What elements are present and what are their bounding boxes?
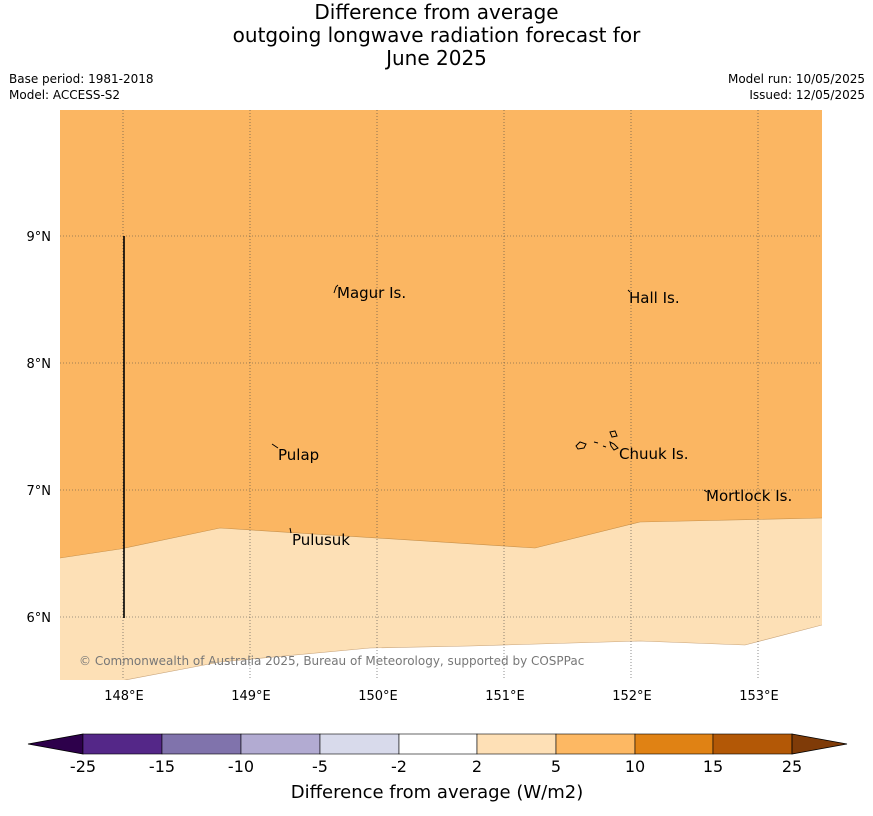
map-plot-area: Magur Is. Hall Is. Pulap Chuuk Is. Mortl… — [60, 110, 822, 680]
lon-label-151e: 151°E — [485, 689, 525, 704]
colorbar-segment — [476, 733, 557, 755]
latitude-labels: 9°N 8°N 7°N 6°N — [27, 230, 52, 626]
mortlock-island-outline — [703, 489, 708, 493]
place-label-magur: Magur Is. — [337, 284, 406, 302]
band-boundary-lower — [123, 624, 822, 680]
colorbar-segment — [240, 733, 321, 755]
chart-title-line-2: outgoing longwave radiation forecast for — [232, 23, 641, 47]
colorbar-tick: -10 — [228, 757, 254, 776]
graticule — [60, 110, 822, 680]
colorbar-segment — [634, 733, 714, 755]
colorbar-tick: 10 — [625, 757, 645, 776]
meta-right: Model run: 10/05/2025 Issued: 12/05/2025 — [728, 71, 865, 103]
colorbar-tick: -15 — [149, 757, 175, 776]
pulusuk-island-outline — [289, 527, 292, 534]
place-label-pulap: Pulap — [278, 446, 319, 464]
colorbar-segment — [398, 733, 478, 755]
chart-title-line-1: Difference from average — [314, 0, 559, 24]
colorbar-tick: 15 — [703, 757, 723, 776]
meta-left: Base period: 1981-2018 Model: ACCESS-S2 — [9, 71, 154, 103]
pulap-island-outline — [271, 443, 279, 449]
lon-label-149e: 149°E — [231, 689, 271, 704]
lat-label-6n: 6°N — [27, 611, 52, 626]
colorbar-tick: 25 — [782, 757, 802, 776]
issued-date: Issued: 12/05/2025 — [749, 88, 865, 102]
longitude-labels: 148°E 149°E 150°E 151°E 152°E 153°E — [104, 689, 779, 704]
colorbar-extend-high — [791, 733, 848, 755]
hall-island-outline — [627, 289, 631, 293]
chuuk-lagoon-outline — [575, 430, 619, 451]
magur-island-outline — [333, 284, 339, 294]
lat-label-8n: 8°N — [27, 357, 52, 372]
colorbar-tick: -5 — [312, 757, 328, 776]
colorbar-label: Difference from average (W/m2) — [291, 782, 583, 803]
colorbar-tick: -25 — [70, 757, 96, 776]
colorbar-tick: -2 — [391, 757, 407, 776]
lon-label-152e: 152°E — [612, 689, 652, 704]
colorbar-segment — [555, 733, 636, 755]
colorbar-segment — [161, 733, 242, 755]
colorbar-tick: 2 — [472, 757, 482, 776]
place-label-pulusuk: Pulusuk — [292, 531, 350, 549]
model-run: Model run: 10/05/2025 — [727, 72, 865, 86]
lat-label-9n: 9°N — [27, 230, 52, 245]
lon-label-150e: 150°E — [358, 689, 398, 704]
chart-title-line-3: June 2025 — [386, 46, 487, 70]
colorbar-tick: 5 — [551, 757, 561, 776]
base-period: Base period: 1981-2018 — [9, 72, 154, 86]
lat-label-7n: 7°N — [27, 484, 52, 499]
colorbar-segment — [319, 733, 400, 755]
place-label-chuuk: Chuuk Is. — [619, 445, 688, 463]
place-labels: Magur Is. Hall Is. Pulap Chuuk Is. Mortl… — [278, 284, 792, 549]
island-outlines — [271, 284, 708, 534]
lon-label-148e: 148°E — [104, 689, 144, 704]
colorbar-ticks: -25 -15 -10 -5 -2 2 5 10 15 25 — [70, 757, 802, 776]
copyright-text: © Commonwealth of Australia 2025, Bureau… — [79, 654, 584, 668]
colorbar-segment — [82, 733, 163, 755]
colorbar-extend-low — [27, 733, 84, 755]
colorbar-segment — [712, 733, 793, 755]
band-5-to-10 — [60, 110, 822, 558]
place-label-hall: Hall Is. — [629, 289, 680, 307]
colorbar — [27, 733, 848, 755]
lon-label-153e: 153°E — [739, 689, 779, 704]
place-label-mortlock: Mortlock Is. — [706, 487, 792, 505]
model-name: Model: ACCESS-S2 — [9, 88, 121, 102]
band-boundary-upper — [60, 517, 822, 559]
